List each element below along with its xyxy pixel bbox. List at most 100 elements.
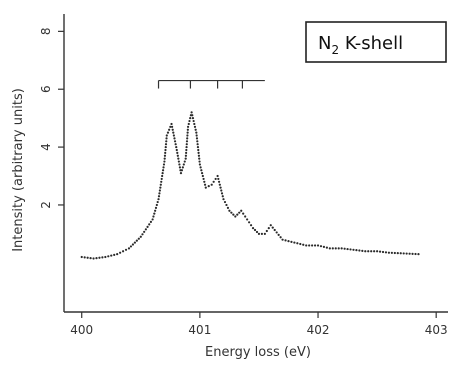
data-point xyxy=(177,157,180,160)
data-point xyxy=(417,253,420,256)
data-point xyxy=(249,224,253,227)
data-point xyxy=(168,128,171,131)
data-point xyxy=(161,174,164,178)
data-point xyxy=(197,154,201,157)
data-point xyxy=(218,183,221,186)
data-point xyxy=(164,148,167,152)
data-point xyxy=(242,212,245,215)
data-point xyxy=(193,125,197,128)
data-point xyxy=(279,236,282,239)
data-point xyxy=(110,254,113,257)
data-point xyxy=(184,154,188,157)
data-point xyxy=(192,119,195,123)
data-point xyxy=(146,225,149,228)
data-point xyxy=(152,215,155,218)
data-point xyxy=(86,256,89,259)
data-point xyxy=(393,251,396,255)
y-tick-label: 8 xyxy=(39,28,53,36)
data-point xyxy=(157,195,161,198)
data-point xyxy=(191,117,195,120)
data-point xyxy=(331,247,334,250)
data-point xyxy=(216,174,219,178)
data-point xyxy=(196,140,199,143)
data-point xyxy=(290,240,293,243)
x-ticks: 400 401 402 403 xyxy=(70,312,448,337)
data-point xyxy=(232,213,235,216)
data-point xyxy=(361,249,364,252)
data-point xyxy=(217,177,220,181)
legend-box: N2 K-shell xyxy=(305,21,447,63)
data-point xyxy=(381,250,385,254)
data-point xyxy=(195,137,199,140)
data-point xyxy=(263,232,266,235)
data-point xyxy=(210,183,213,186)
data-point xyxy=(131,243,135,246)
data-point xyxy=(226,206,230,209)
data-point xyxy=(199,166,202,169)
data-point xyxy=(163,154,167,157)
data-point xyxy=(200,169,203,172)
legend-subscript: 2 xyxy=(331,43,339,57)
data-point xyxy=(251,226,255,230)
data-point xyxy=(137,237,140,240)
data-point xyxy=(378,250,382,253)
data-point xyxy=(223,200,227,204)
data-point xyxy=(373,250,376,253)
data-point xyxy=(162,163,166,166)
data-point xyxy=(281,238,284,241)
data-point xyxy=(198,160,201,163)
data-point xyxy=(181,166,184,169)
data-point xyxy=(161,172,164,175)
data-point xyxy=(183,160,186,163)
data-point xyxy=(367,250,370,253)
data-point xyxy=(370,250,373,253)
data-point xyxy=(178,166,182,169)
data-point xyxy=(334,247,337,250)
x-tick-label: 403 xyxy=(425,323,448,337)
data-point xyxy=(198,157,201,160)
data-point xyxy=(265,229,268,233)
data-point xyxy=(313,244,317,247)
data-point xyxy=(236,213,239,216)
data-point xyxy=(322,245,326,249)
data-point xyxy=(92,257,95,260)
data-point xyxy=(220,192,224,195)
data-point xyxy=(212,180,215,183)
data-point xyxy=(177,160,180,163)
data-point xyxy=(164,145,167,149)
data-point xyxy=(124,248,128,251)
data-point xyxy=(166,131,170,134)
data-point xyxy=(204,186,207,189)
data-point xyxy=(287,240,290,243)
data-point xyxy=(190,111,193,114)
data-point xyxy=(319,245,323,248)
data-point xyxy=(328,247,331,250)
data-point xyxy=(185,148,188,152)
y-ticks: 2 4 6 8 xyxy=(39,28,64,209)
data-point xyxy=(364,250,367,253)
data-point xyxy=(116,253,119,256)
data-point xyxy=(159,183,162,186)
data-point xyxy=(293,241,296,244)
data-point xyxy=(228,209,231,212)
data-point xyxy=(225,203,228,207)
data-point xyxy=(160,180,163,183)
data-point xyxy=(154,209,157,212)
data-point xyxy=(238,211,241,214)
data-point xyxy=(133,241,136,244)
x-axis-title: Energy loss (eV) xyxy=(205,345,311,360)
data-point xyxy=(162,166,165,169)
data-point xyxy=(121,250,125,253)
y-tick-label: 6 xyxy=(39,85,53,93)
data-point xyxy=(165,140,168,143)
data-point xyxy=(260,232,264,235)
data-point xyxy=(186,134,189,137)
x-tick-label: 400 xyxy=(70,323,93,337)
data-point xyxy=(170,122,173,126)
data-point xyxy=(355,249,358,252)
data-point xyxy=(396,252,399,255)
data-point xyxy=(175,148,178,152)
data-point xyxy=(153,212,156,215)
data-point xyxy=(296,242,299,245)
data-point xyxy=(201,174,204,178)
